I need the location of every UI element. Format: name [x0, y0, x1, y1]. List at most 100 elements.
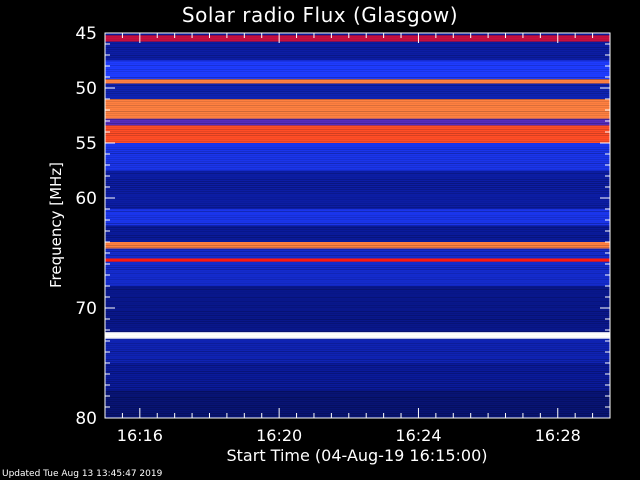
texture-line [105, 285, 610, 286]
texture-line [105, 63, 610, 64]
spectrum-band-15 [105, 261, 610, 286]
texture-line [105, 383, 610, 384]
texture-line [105, 139, 610, 140]
texture-line [105, 199, 610, 200]
texture-line [105, 275, 610, 276]
texture-line [105, 261, 610, 262]
updated-timestamp: Updated Tue Aug 13 13:45:47 2019 [2, 469, 163, 479]
spectrum-band-0 [105, 35, 610, 42]
texture-line [105, 147, 610, 148]
texture-line [105, 97, 610, 98]
texture-line [105, 45, 610, 46]
texture-line [105, 241, 610, 242]
texture-line [105, 367, 610, 368]
texture-line [105, 289, 610, 290]
texture-line [105, 155, 610, 156]
texture-line [105, 193, 610, 194]
texture-line [105, 137, 610, 138]
texture-line [105, 151, 610, 152]
texture-line [105, 305, 610, 306]
texture-line [105, 35, 610, 36]
x-tick-label: 16:24 [395, 426, 441, 445]
texture-line [105, 405, 610, 406]
texture-line [105, 333, 610, 334]
texture-line [105, 47, 610, 48]
texture-line [105, 223, 610, 224]
texture-line [105, 387, 610, 388]
texture-line [105, 369, 610, 370]
texture-line [105, 217, 610, 218]
texture-line [105, 203, 610, 204]
y-tick-label: 45 [75, 24, 97, 44]
x-tick-label: 16:16 [117, 426, 163, 445]
y-tick-label: 50 [75, 79, 97, 99]
texture-line [105, 279, 610, 280]
plot-frame [104, 32, 611, 419]
texture-line [105, 231, 610, 232]
texture-line [105, 329, 610, 330]
texture-line [105, 85, 610, 86]
texture-line [105, 87, 610, 88]
texture-line [105, 363, 610, 364]
texture-line [105, 247, 610, 248]
texture-line [105, 263, 610, 264]
texture-line [105, 291, 610, 292]
texture-line [105, 219, 610, 220]
texture-line [105, 391, 610, 392]
texture-line [105, 131, 610, 132]
texture-line [105, 281, 610, 282]
texture-line [105, 359, 610, 360]
texture-line [105, 277, 610, 278]
texture-line [105, 53, 610, 54]
texture-line [105, 301, 610, 302]
texture-line [105, 201, 610, 202]
texture-line [105, 255, 610, 256]
texture-line [105, 353, 610, 354]
spectrum-band-7 [105, 125, 610, 143]
texture-line [105, 245, 610, 246]
spectrum-band-10 [105, 209, 610, 226]
texture-line [105, 389, 610, 390]
texture-line [105, 79, 610, 80]
x-axis-label: Start Time (04-Aug-19 16:15:00) [227, 446, 488, 465]
texture-line [105, 379, 610, 380]
spectrum-band-2 [105, 60, 610, 80]
texture-line [105, 175, 610, 176]
texture-line [105, 101, 610, 102]
texture-line [105, 37, 610, 38]
texture-line [105, 265, 610, 266]
texture-line [105, 271, 610, 272]
texture-line [105, 253, 610, 254]
texture-line [105, 351, 610, 352]
texture-line [105, 89, 610, 90]
texture-line [105, 211, 610, 212]
texture-line [105, 411, 610, 412]
y-axis: 45 50 55 60 70 80 [75, 24, 610, 429]
texture-line [105, 129, 610, 130]
texture-line [105, 57, 610, 58]
spectrum-band-5 [105, 99, 610, 119]
texture-line [105, 227, 610, 228]
texture-line [105, 407, 610, 408]
texture-line [105, 237, 610, 238]
texture-line [105, 167, 610, 168]
texture-line [105, 341, 610, 342]
texture-line [105, 325, 610, 326]
texture-line [105, 185, 610, 186]
texture-line [105, 355, 610, 356]
spectrum-band-4 [105, 83, 610, 99]
texture-line [105, 39, 610, 40]
texture-line [105, 343, 610, 344]
texture-line [105, 283, 610, 284]
texture-line [105, 373, 610, 374]
texture-line [105, 191, 610, 192]
texture-line [105, 215, 610, 216]
texture-line [105, 61, 610, 62]
texture-line [105, 249, 610, 250]
spectrum-band-8 [105, 143, 610, 171]
texture-line [105, 403, 610, 404]
texture-line [105, 163, 610, 164]
texture-line [105, 179, 610, 180]
texture-line [105, 361, 610, 362]
texture-line [105, 385, 610, 386]
